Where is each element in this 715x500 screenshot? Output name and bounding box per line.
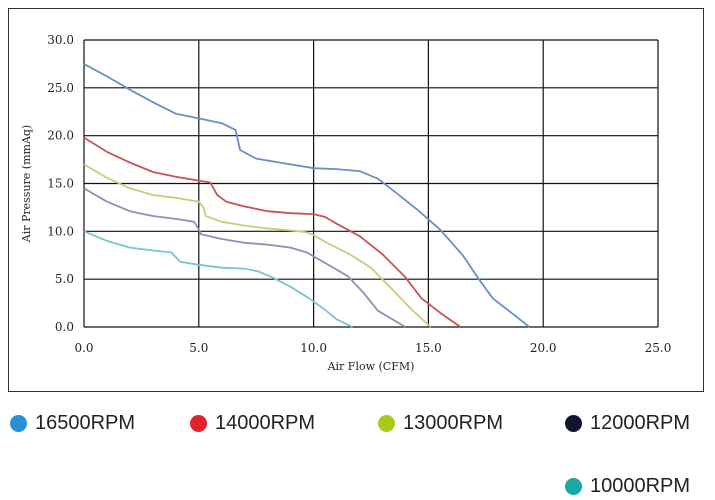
series-line-10000RPM [83,230,353,328]
legend-label: 14000RPM [215,412,316,434]
legend-dot [565,415,582,432]
x-tick-label: 5.0 [189,341,208,355]
series-line-14000RPM [83,136,462,328]
legend-item: 13000RPM [378,412,503,435]
legend-label: 10000RPM [590,475,691,497]
tick-labels: 0.0 5.0 10.0 15.0 20.0 25.0 0.0 5.0 10.0 15.0 20.0… [47,33,671,355]
y-tick-label: 15.0 [47,177,74,191]
x-axis-label: Air Flow (CFM) [327,360,415,373]
x-tick-label: 10.0 [300,341,327,355]
legend-dot [10,415,27,432]
legend-item: 12000RPM [565,412,690,435]
y-axis-label: Air Pressure (mmAq) [20,125,33,243]
x-tick-label: 20.0 [530,341,557,355]
legend-dot [565,478,582,495]
legend-item: 10000RPM [565,475,690,498]
chart-frame [8,8,704,392]
y-tick-label: 25.0 [47,81,74,95]
y-tick-label: 0.0 [55,320,74,334]
series-line-13000RPM [83,163,432,328]
x-tick-label: 0.0 [74,341,93,355]
y-tick-label: 5.0 [55,272,74,286]
legend-dot [378,415,395,432]
series-lines [83,63,530,328]
legend-item: 14000RPM [190,412,315,435]
y-tick-label: 20.0 [47,129,74,143]
series-line-16500RPM [83,63,530,328]
legend-label: 13000RPM [403,412,504,434]
legend-label: 16500RPM [35,412,136,434]
y-tick-label: 30.0 [47,33,74,47]
x-tick-label: 15.0 [415,341,442,355]
y-tick-label: 10.0 [47,224,74,238]
legend-item: 16500RPM [10,412,135,435]
grid [83,39,659,328]
legend-dot [190,415,207,432]
legend-label: 12000RPM [590,412,691,434]
x-tick-label: 25.0 [645,341,672,355]
series-line-12000RPM [83,187,406,328]
